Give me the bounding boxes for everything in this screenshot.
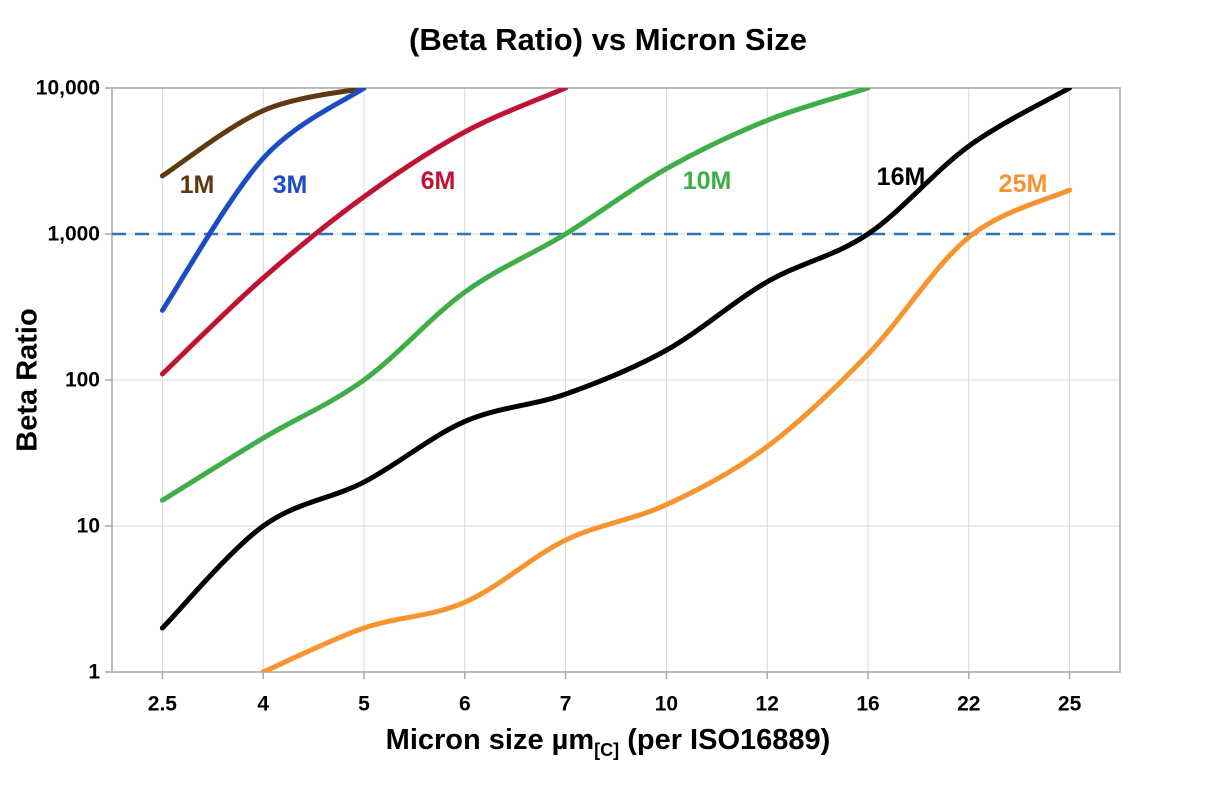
x-tick-label: 2.5 [148,693,178,716]
x-tick-label: 6 [459,693,471,716]
series-line-6M [159,88,569,377]
series-line-10M [159,88,871,503]
series-line-1M [159,88,367,179]
x-axis-title-suffix: (per ISO16889) [619,724,831,756]
series-line-3M [159,88,367,313]
x-tick-label: 16 [856,693,879,716]
x-tick-label: 7 [560,693,572,716]
series-line-16M [159,88,1073,631]
y-tick-label: 100 [65,369,100,392]
y-tick-label: 1,000 [47,223,100,246]
x-axis-title: Micron size µm[C] (per ISO16889) [0,724,1216,761]
chart-title: (Beta Ratio) vs Micron Size [409,22,807,57]
y-tick-label: 10,000 [36,77,100,100]
x-tick-label: 4 [257,693,269,716]
x-tick-label: 5 [358,693,370,716]
series-label-1M: 1M [180,171,215,199]
series-label-6M: 6M [421,167,456,195]
x-tick-label: 12 [756,693,779,716]
series-line-25M [260,187,1073,672]
y-tick-label: 10 [77,515,100,538]
series-label-3M: 3M [273,171,308,199]
series-label-25M: 25M [999,170,1048,198]
x-tick-label: 25 [1058,693,1082,716]
x-tick-label: 10 [655,693,678,716]
y-tick-label: 1 [88,661,100,684]
x-axis-title-prefix: Micron size µm [385,724,595,756]
x-axis-title-subscript: [C] [594,740,620,760]
x-tick-label: 22 [957,693,980,716]
series-label-10M: 10M [683,167,732,195]
series-label-16M: 16M [877,163,926,191]
